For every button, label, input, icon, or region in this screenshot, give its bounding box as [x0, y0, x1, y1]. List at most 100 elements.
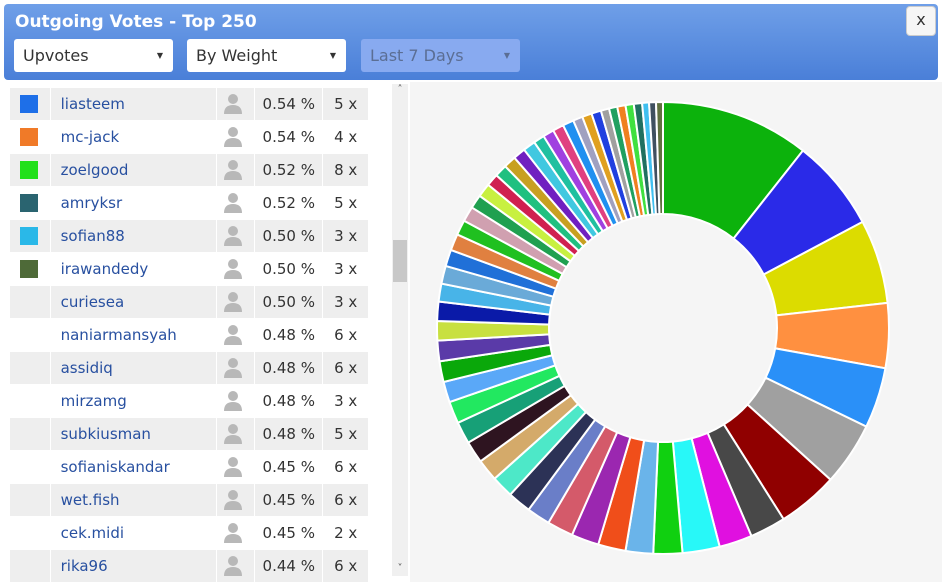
scroll-thumb[interactable]: [393, 240, 407, 282]
donut-chart: [436, 100, 890, 555]
table-row: sofian88 0.50 % 3 x: [10, 220, 368, 253]
account-name[interactable]: mc-jack: [49, 121, 217, 153]
user-icon: [224, 325, 243, 345]
table-row: cek.midi 0.45 % 2 x: [10, 517, 368, 550]
swatch-cell: [10, 418, 50, 450]
close-button[interactable]: x: [906, 6, 936, 36]
vote-percent: 0.45 %: [254, 484, 323, 516]
account-name[interactable]: assidiq: [49, 352, 217, 384]
user-icon: [224, 424, 243, 444]
table-row: naniarmansyah 0.48 % 6 x: [10, 319, 368, 352]
vote-count: 6 x: [322, 319, 368, 351]
period-select: Last 7 Days: [361, 39, 520, 72]
user-icon-cell: [216, 286, 255, 318]
vote-percent: 0.54 %: [254, 121, 323, 153]
swatch-cell: [10, 319, 50, 351]
color-swatch: [20, 128, 38, 146]
swatch-cell: [10, 352, 50, 384]
vote-percent: 0.52 %: [254, 154, 323, 186]
color-swatch: [20, 161, 38, 179]
vote-percent: 0.54 %: [254, 88, 323, 120]
swatch-cell: [10, 286, 50, 318]
swatch-cell: [10, 550, 50, 582]
account-name[interactable]: naniarmansyah: [49, 319, 217, 351]
user-icon: [224, 358, 243, 378]
vote-percent: 0.48 %: [254, 319, 323, 351]
vote-count: 2 x: [322, 517, 368, 549]
user-icon-cell: [216, 253, 255, 285]
account-name[interactable]: wet.fish: [49, 484, 217, 516]
vote-count: 3 x: [322, 286, 368, 318]
table-row: irawandedy 0.50 % 3 x: [10, 253, 368, 286]
swatch-cell: [10, 220, 50, 252]
vote-percent: 0.52 %: [254, 187, 323, 219]
title: Outgoing Votes - Top 250: [15, 12, 257, 32]
table-row: rika96 0.44 % 6 x: [10, 550, 368, 582]
vote-count: 6 x: [322, 352, 368, 384]
user-icon-cell: [216, 220, 255, 252]
user-icon: [224, 127, 243, 147]
swatch-cell: [10, 517, 50, 549]
account-name[interactable]: mirzamg: [49, 385, 217, 417]
table-row: liasteem 0.54 % 5 x: [10, 88, 368, 121]
vote-count: 3 x: [322, 385, 368, 417]
user-icon-cell: [216, 517, 255, 549]
account-name[interactable]: rika96: [49, 550, 217, 582]
user-icon: [224, 193, 243, 213]
vote-percent: 0.48 %: [254, 418, 323, 450]
swatch-cell: [10, 88, 50, 120]
table-row: zoelgood 0.52 % 8 x: [10, 154, 368, 187]
swatch-cell: [10, 385, 50, 417]
account-name[interactable]: sofian88: [49, 220, 217, 252]
user-icon: [224, 391, 243, 411]
color-swatch: [20, 227, 38, 245]
color-swatch: [20, 194, 38, 212]
table-row: mirzamg 0.48 % 3 x: [10, 385, 368, 418]
account-name[interactable]: liasteem: [49, 88, 217, 120]
user-icon: [224, 94, 243, 114]
vote-count: 8 x: [322, 154, 368, 186]
table: liasteem 0.54 % 5 x mc-jack 0.54 % 4 x zoelgoo…: [10, 88, 368, 582]
vote-count: 4 x: [322, 121, 368, 153]
vote-percent: 0.48 %: [254, 385, 323, 417]
header: Outgoing Votes - Top 250 x Upvotes By We…: [4, 4, 938, 80]
account-name[interactable]: sofianiskandar: [49, 451, 217, 483]
vote-type-select[interactable]: Upvotes: [14, 39, 173, 72]
account-name[interactable]: amryksr: [49, 187, 217, 219]
scroll-down[interactable]: ˅: [397, 563, 403, 574]
swatch-cell: [10, 253, 50, 285]
user-icon-cell: [216, 385, 255, 417]
user-icon-cell: [216, 319, 255, 351]
sort-select[interactable]: By Weight: [187, 39, 346, 72]
vote-percent: 0.45 %: [254, 451, 323, 483]
table-row: wet.fish 0.45 % 6 x: [10, 484, 368, 517]
user-icon-cell: [216, 352, 255, 384]
user-icon: [224, 490, 243, 510]
user-icon-cell: [216, 418, 255, 450]
account-name[interactable]: irawandedy: [49, 253, 217, 285]
table-row: amryksr 0.52 % 5 x: [10, 187, 368, 220]
table-row: curiesea 0.50 % 3 x: [10, 286, 368, 319]
donut-slice[interactable]: [654, 100, 664, 216]
vote-count: 6 x: [322, 451, 368, 483]
account-name[interactable]: subkiusman: [49, 418, 217, 450]
vote-count: 6 x: [322, 484, 368, 516]
account-name[interactable]: curiesea: [49, 286, 217, 318]
swatch-cell: [10, 484, 50, 516]
account-name[interactable]: zoelgood: [49, 154, 217, 186]
scrollbar[interactable]: ˄ ˅: [392, 84, 408, 576]
table-row: assidiq 0.48 % 6 x: [10, 352, 368, 385]
user-icon: [224, 226, 243, 246]
user-icon: [224, 160, 243, 180]
user-icon-cell: [216, 88, 255, 120]
chart-panel: [410, 82, 942, 582]
vote-count: 5 x: [322, 187, 368, 219]
user-icon-cell: [216, 187, 255, 219]
user-icon: [224, 292, 243, 312]
swatch-cell: [10, 187, 50, 219]
account-name[interactable]: cek.midi: [49, 517, 217, 549]
user-icon-cell: [216, 451, 255, 483]
color-swatch: [20, 95, 38, 113]
vote-count: 5 x: [322, 88, 368, 120]
scroll-up[interactable]: ˄: [397, 84, 403, 95]
